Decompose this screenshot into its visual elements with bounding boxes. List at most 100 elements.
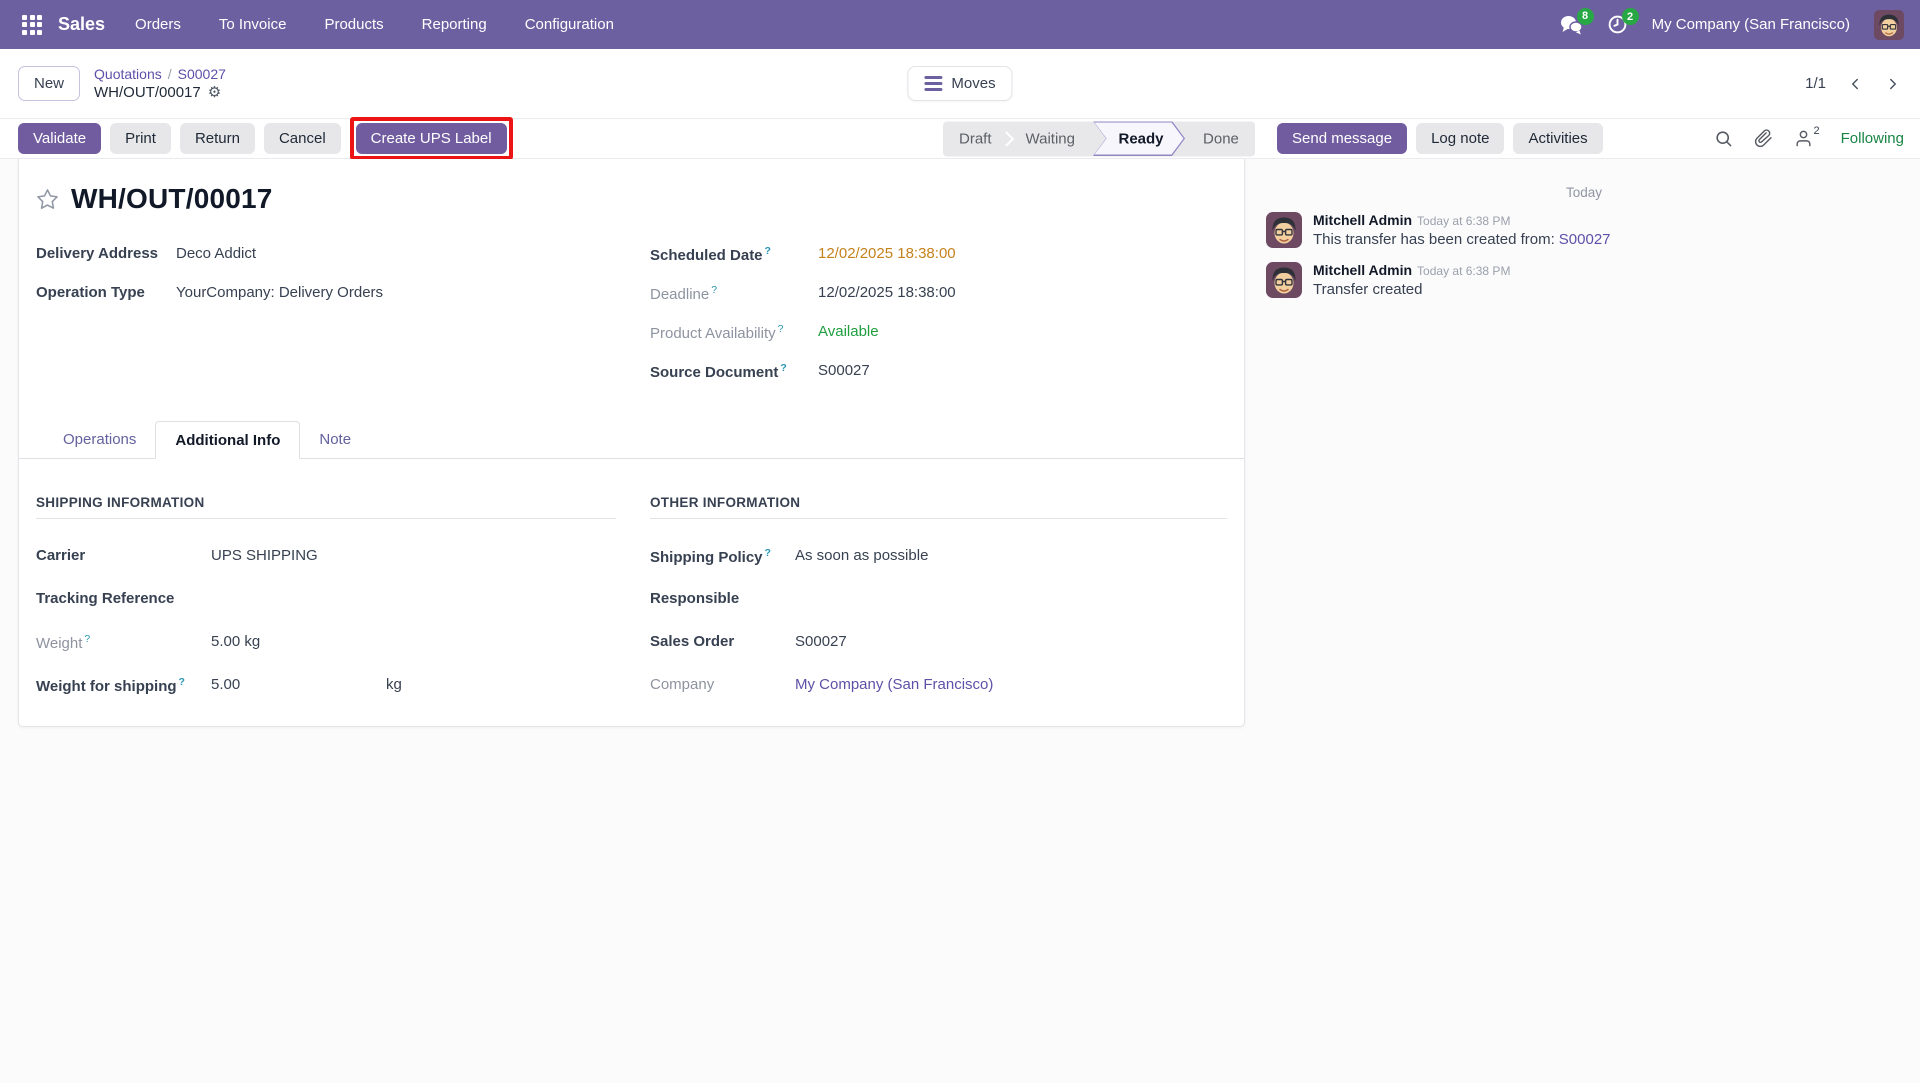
- help-icon: ?: [84, 633, 91, 645]
- return-button[interactable]: Return: [179, 123, 255, 154]
- scheduled-date-value[interactable]: 12/02/2025 18:38:00: [818, 245, 956, 262]
- cancel-button[interactable]: Cancel: [263, 123, 341, 154]
- menu-reporting[interactable]: Reporting: [421, 16, 487, 33]
- tab-note[interactable]: Note: [319, 431, 352, 448]
- breadcrumb-quotations[interactable]: Quotations: [94, 66, 162, 82]
- status-step-ready[interactable]: Ready: [1093, 121, 1185, 156]
- carrier-value[interactable]: UPS SHIPPING: [211, 547, 318, 564]
- chatter-panel: Today Mitchell Admin Today at 6:38 PM Thi…: [1262, 159, 1920, 1083]
- pager-count: 1/1: [1805, 75, 1826, 92]
- control-panel: New Quotations / S00027 WH/OUT/00017 ⚙ M…: [0, 49, 1920, 118]
- notebook-tabs: Operations Additional Info Note: [19, 421, 1244, 459]
- log-note-button[interactable]: Log note: [1416, 123, 1505, 154]
- message-record-link[interactable]: S00027: [1558, 231, 1611, 248]
- message-author: Mitchell Admin: [1313, 212, 1413, 228]
- breadcrumb-sale-order[interactable]: S00027: [177, 66, 226, 82]
- menu-configuration[interactable]: Configuration: [524, 16, 614, 33]
- other-information-header: OTHER INFORMATION: [650, 495, 1227, 519]
- send-message-button[interactable]: Send message: [1277, 123, 1408, 154]
- help-icon: ?: [764, 245, 771, 257]
- app-name[interactable]: Sales: [58, 14, 106, 34]
- top-navbar: Sales Orders To Invoice Products Reporti…: [0, 0, 1920, 49]
- main-menu: Orders To Invoice Products Reporting Con…: [135, 16, 614, 33]
- message-avatar[interactable]: [1266, 262, 1302, 298]
- search-messages-icon[interactable]: [1714, 129, 1733, 148]
- message-text: Transfer created: [1313, 281, 1423, 298]
- status-step-waiting[interactable]: Waiting: [1025, 130, 1075, 147]
- menu-products[interactable]: Products: [324, 16, 384, 33]
- apps-menu-icon[interactable]: [22, 14, 42, 35]
- activities-clock-icon[interactable]: 2: [1607, 8, 1639, 35]
- new-button[interactable]: New: [18, 66, 81, 101]
- activities-button[interactable]: Activities: [1513, 123, 1603, 154]
- create-ups-label-button[interactable]: Create UPS Label: [355, 123, 507, 154]
- followers-count: 2: [1813, 125, 1820, 137]
- chatter-message: Mitchell Admin Today at 6:38 PM Transfer …: [1262, 250, 1906, 300]
- pager-previous-icon[interactable]: [1846, 75, 1864, 93]
- moves-label: Moves: [951, 75, 996, 92]
- help-icon: ?: [178, 676, 185, 688]
- messages-icon[interactable]: 8: [1559, 7, 1594, 36]
- pager: 1/1: [1805, 75, 1902, 93]
- message-timestamp: Today at 6:38 PM: [1417, 214, 1511, 228]
- favorite-star-icon[interactable]: [36, 188, 59, 211]
- hamburger-icon: [924, 76, 943, 91]
- operation-type-value[interactable]: YourCompany: Delivery Orders: [176, 284, 384, 301]
- company-value[interactable]: My Company (San Francisco): [795, 676, 994, 693]
- field-weight-for-shipping: Weight for shipping? 5.00 kg: [36, 676, 402, 695]
- date-separator: Today: [1565, 185, 1603, 200]
- shipping-policy-value[interactable]: As soon as possible: [795, 547, 929, 564]
- moves-button[interactable]: Moves: [907, 66, 1013, 101]
- field-scheduled-date: Scheduled Date? 12/02/2025 18:38:00: [650, 245, 956, 264]
- tab-additional-info[interactable]: Additional Info: [155, 421, 301, 459]
- source-document-value[interactable]: S00027: [818, 362, 870, 379]
- message-avatar[interactable]: [1266, 212, 1302, 248]
- action-bar: Validate Print Return Cancel Create UPS …: [0, 117, 1920, 160]
- field-product-availability: Product Availability? Available: [650, 323, 879, 342]
- delivery-address-value[interactable]: Deco Addict: [176, 245, 257, 262]
- breadcrumb: Quotations / S00027 WH/OUT/00017 ⚙: [94, 66, 226, 101]
- company-switcher[interactable]: My Company (San Francisco): [1651, 16, 1850, 33]
- validate-button[interactable]: Validate: [18, 123, 102, 154]
- menu-orders[interactable]: Orders: [135, 16, 181, 33]
- weight-value: 5.00 kg: [211, 633, 261, 650]
- field-shipping-policy: Shipping Policy? As soon as possible: [650, 547, 929, 566]
- field-delivery-address: Delivery Address Deco Addict: [36, 245, 616, 265]
- followers-icon[interactable]: 2: [1794, 125, 1820, 148]
- attachments-icon[interactable]: [1754, 129, 1773, 148]
- shipping-information-header: SHIPPING INFORMATION: [36, 495, 616, 519]
- sales-order-value[interactable]: S00027: [795, 633, 847, 650]
- status-step-draft[interactable]: Draft: [959, 130, 992, 147]
- field-deadline: Deadline? 12/02/2025 18:38:00: [650, 284, 956, 303]
- breadcrumb-separator: /: [167, 66, 172, 82]
- product-availability-value: Available: [818, 323, 879, 340]
- menu-to-invoice[interactable]: To Invoice: [218, 16, 287, 33]
- field-weight: Weight? 5.00 kg: [36, 633, 261, 652]
- field-operation-type: Operation Type YourCompany: Delivery Ord…: [36, 284, 616, 304]
- help-icon: ?: [780, 362, 787, 374]
- pager-next-icon[interactable]: [1884, 75, 1902, 93]
- help-icon: ?: [711, 284, 718, 296]
- field-source-document: Source Document? S00027: [650, 362, 870, 381]
- deadline-value: 12/02/2025 18:38:00: [818, 284, 956, 301]
- print-button[interactable]: Print: [110, 123, 171, 154]
- status-step-done[interactable]: Done: [1203, 130, 1239, 147]
- user-avatar[interactable]: [1874, 9, 1904, 40]
- gear-icon[interactable]: ⚙: [207, 84, 222, 101]
- breadcrumb-current: WH/OUT/00017: [94, 83, 201, 101]
- statusbar-separator: [1008, 121, 1010, 156]
- field-carrier: Carrier UPS SHIPPING: [36, 547, 616, 567]
- help-icon: ?: [777, 323, 784, 335]
- following-toggle[interactable]: Following: [1840, 130, 1904, 147]
- field-tracking-reference: Tracking Reference: [36, 590, 175, 607]
- field-sales-order: Sales Order S00027: [650, 633, 1227, 653]
- record-title: WH/OUT/00017: [71, 183, 273, 214]
- tab-operations[interactable]: Operations: [63, 431, 137, 448]
- weight-for-shipping-value[interactable]: 5.00: [211, 676, 241, 693]
- chatter-message: Mitchell Admin Today at 6:38 PM This tran…: [1262, 200, 1906, 250]
- message-timestamp: Today at 6:38 PM: [1417, 264, 1511, 278]
- activities-badge: 2: [1621, 8, 1639, 25]
- message-author: Mitchell Admin: [1313, 262, 1413, 278]
- form-sheet: WH/OUT/00017 Delivery Address Deco Addic…: [18, 159, 1245, 727]
- highlight-annotation: Create UPS Label: [349, 117, 513, 160]
